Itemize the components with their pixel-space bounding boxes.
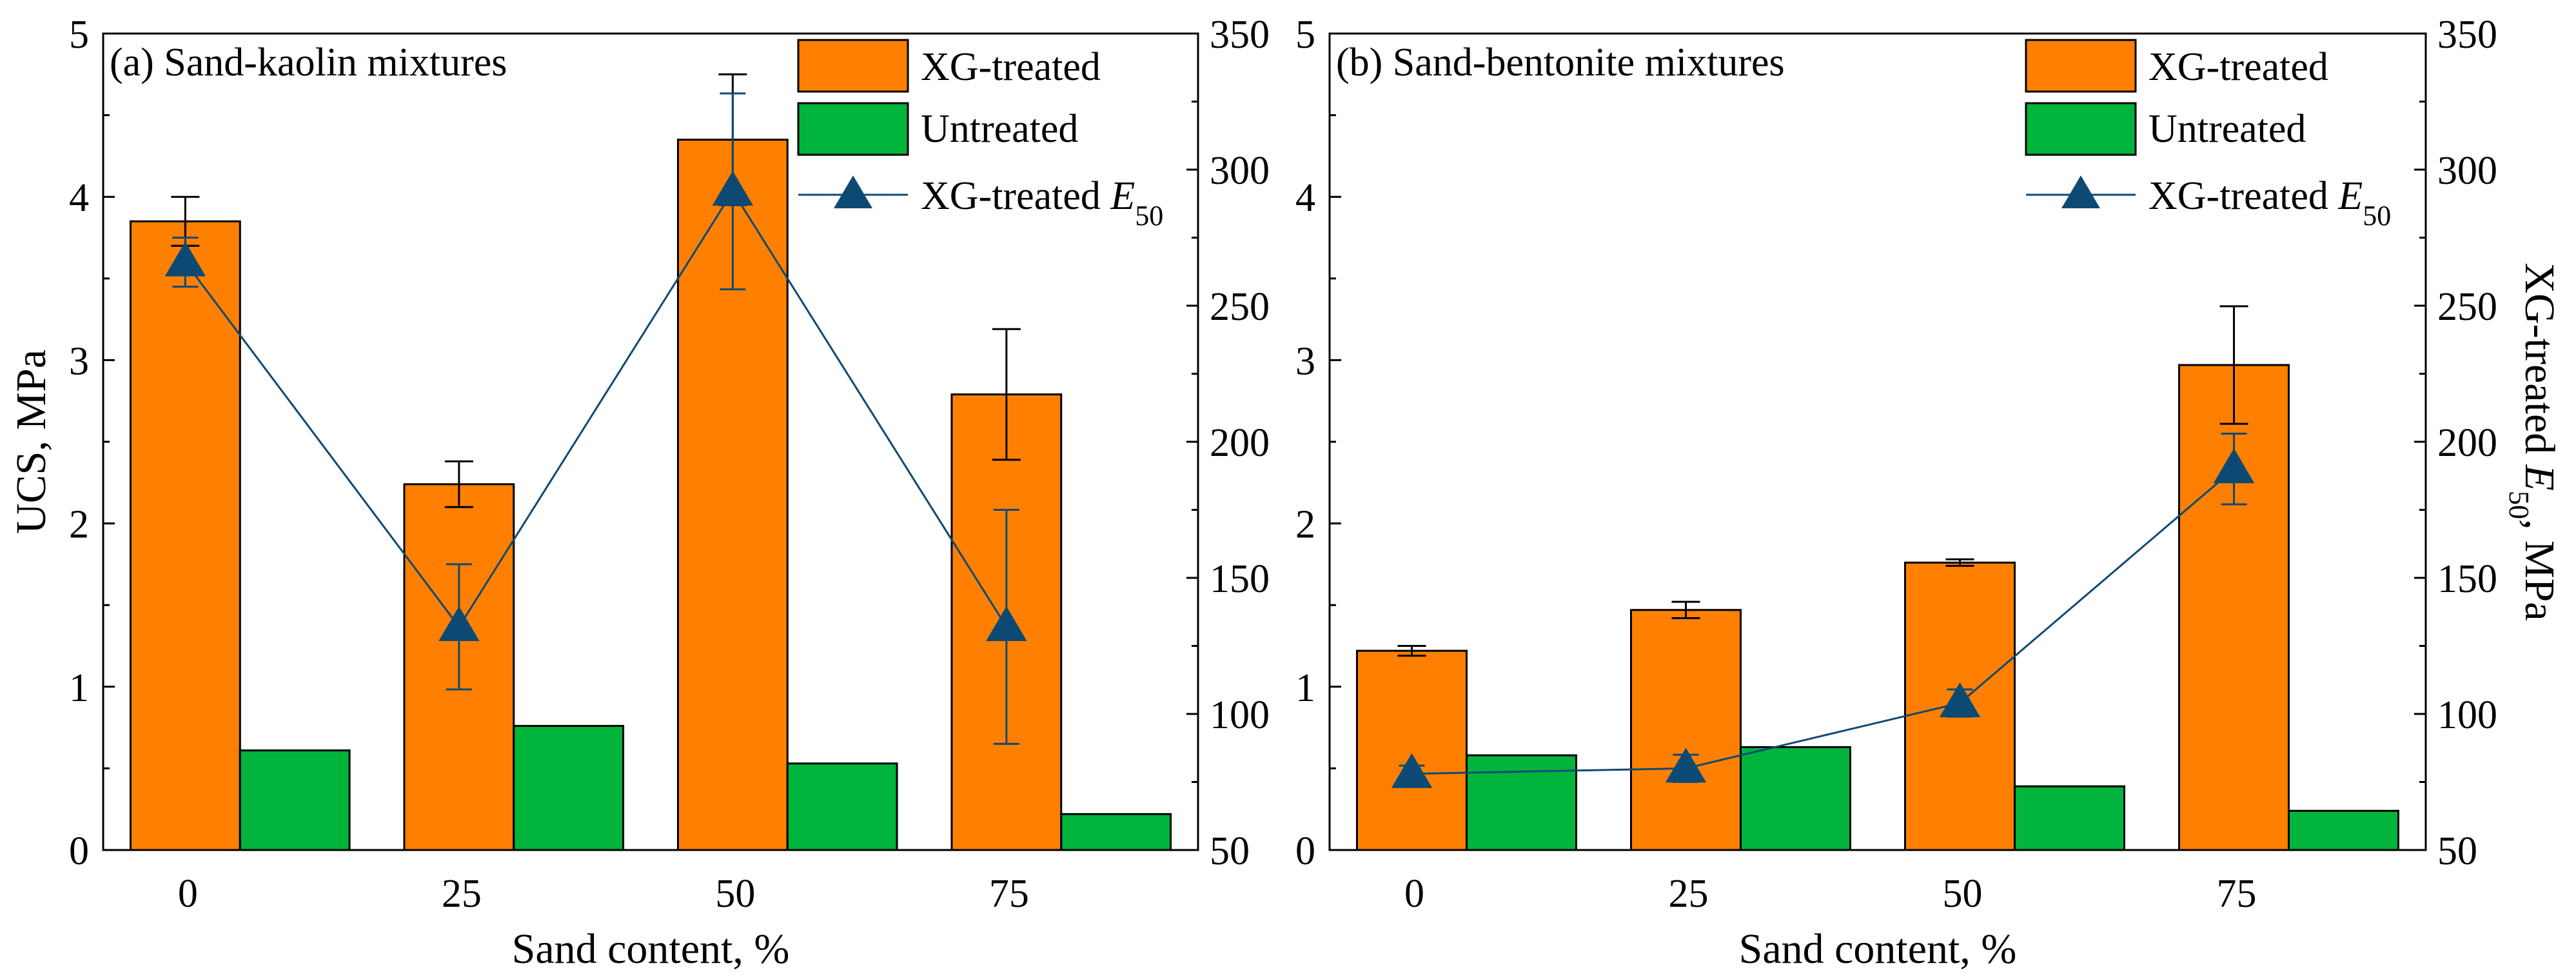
point-e50-0 <box>1391 753 1433 788</box>
y-tick-label-3: 3 <box>1295 339 1315 383</box>
y2-tick-label-250: 250 <box>2437 285 2497 329</box>
y-tick-label-4: 4 <box>1295 176 1315 220</box>
y-axis-label: UCS, MPa <box>8 350 55 534</box>
y-tick-label-1: 1 <box>1295 666 1315 710</box>
y2-axis-label: XG-treated E50, MPa <box>2504 262 2564 620</box>
point-e50-75 <box>986 606 1027 641</box>
legend-swatch-xg-treated <box>2025 39 2137 93</box>
y2-tick-label-50: 50 <box>2437 829 2477 873</box>
legend-label-e50: XG-treated E50 <box>921 174 1163 232</box>
point-e50-25 <box>1665 747 1707 783</box>
bar-untreated-25 <box>513 725 625 851</box>
y-tick-label-5: 5 <box>1295 13 1315 57</box>
y-tick-label-2: 2 <box>1295 503 1315 547</box>
x-axis-label: Sand content, % <box>1739 925 2017 973</box>
y2-tick-label-100: 100 <box>2437 693 2497 737</box>
legend: XG-treated Untreated XG-treated E50 <box>2025 39 2391 232</box>
y2-tick-label-200: 200 <box>2437 421 2497 465</box>
panel-title: (a) Sand-kaolin mixtures <box>110 41 507 84</box>
y-tick-label-0: 0 <box>1295 829 1315 873</box>
point-e50-0 <box>164 241 206 277</box>
bar-untreated-75 <box>1060 813 1172 851</box>
bar-xg-treated-25 <box>1630 609 1742 851</box>
y-tick-label-5: 5 <box>69 13 89 57</box>
x-tick-label-0: 0 <box>1404 872 1424 916</box>
point-e50-50 <box>712 170 754 206</box>
bar-untreated-50 <box>786 762 898 851</box>
y2-tick-label-200: 200 <box>1210 421 1270 465</box>
y-tick-label-4: 4 <box>69 176 89 220</box>
x-tick-label-25: 25 <box>1669 872 1709 916</box>
legend-label-untreated: Untreated <box>921 107 1078 151</box>
y2-tick-label-250: 250 <box>1210 285 1270 329</box>
bar-untreated-0 <box>239 749 351 851</box>
y2-tick-label-350: 350 <box>1210 13 1270 57</box>
y-tick-label-3: 3 <box>69 339 89 383</box>
bar-untreated-25 <box>1740 746 1851 851</box>
x-tick-label-75: 75 <box>2217 872 2257 916</box>
point-e50-50 <box>1939 682 1981 718</box>
bar-untreated-75 <box>2288 809 2399 851</box>
y2-tick-label-150: 150 <box>2437 557 2497 601</box>
legend-marker-e50 <box>2061 175 2100 208</box>
x-tick-label-50: 50 <box>715 872 755 916</box>
legend: XG-treated Untreated XG-treated E50 <box>797 39 1163 232</box>
x-tick-label-50: 50 <box>1943 872 1983 916</box>
legend-label-xg-treated: XG-treated <box>2148 45 2328 89</box>
y2-tick-label-300: 300 <box>2437 149 2497 193</box>
y2-tick-label-300: 300 <box>1210 149 1270 193</box>
point-e50-25 <box>438 606 480 641</box>
line-e50 <box>184 189 1008 629</box>
legend-swatch-xg-treated <box>797 39 909 93</box>
chart-panel-b: 0 1 2 3 4 5 50 100 150 200 250 300 350 0 25 50 75 Sand co… <box>1295 13 2563 973</box>
legend-marker-e50 <box>834 175 872 208</box>
y-tick-label-1: 1 <box>69 666 89 710</box>
x-tick-label-75: 75 <box>989 872 1029 916</box>
legend-label-xg-treated: XG-treated <box>921 45 1101 89</box>
bar-xg-treated-0 <box>129 220 241 851</box>
y2-tick-label-150: 150 <box>1210 557 1270 601</box>
legend-label-untreated: Untreated <box>2148 107 2306 151</box>
x-tick-label-25: 25 <box>442 872 482 916</box>
y2-tick-label-350: 350 <box>2437 13 2497 57</box>
point-e50-75 <box>2213 448 2255 484</box>
legend-swatch-untreated <box>797 102 909 156</box>
y2-tick-label-100: 100 <box>1210 693 1270 737</box>
x-tick-label-0: 0 <box>178 872 198 916</box>
bar-untreated-50 <box>2014 785 2125 851</box>
legend-swatch-untreated <box>2025 102 2137 156</box>
bar-untreated-0 <box>1466 754 1577 851</box>
line-e50 <box>1411 468 2235 775</box>
chart-panel-a: 0 1 2 3 4 5 50 100 150 200 250 300 350 0 25 50 75 Sand co… <box>8 13 1270 973</box>
y-tick-label-2: 2 <box>69 503 89 547</box>
legend-label-e50: XG-treated E50 <box>2148 174 2391 232</box>
x-axis-label: Sand content, % <box>512 925 790 973</box>
y-tick-label-0: 0 <box>69 829 89 873</box>
panel-title: (b) Sand-bentonite mixtures <box>1336 41 1785 84</box>
bar-xg-treated-0 <box>1356 649 1468 851</box>
y2-tick-label-50: 50 <box>1210 829 1250 873</box>
